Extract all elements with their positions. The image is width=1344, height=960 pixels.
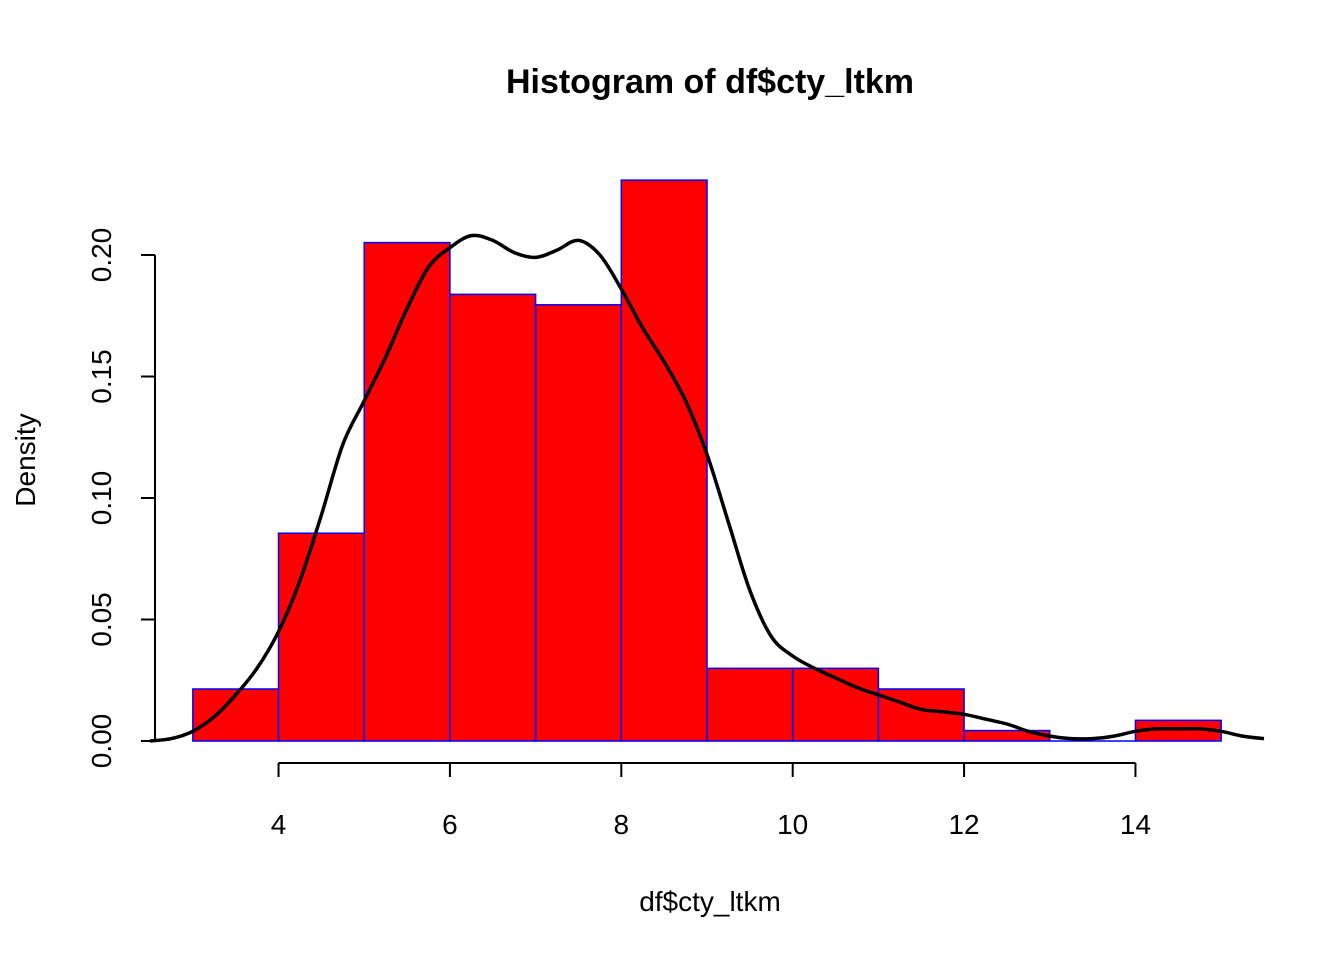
histogram-bar-8 (791, 667, 880, 742)
y-axis-label: Density (10, 413, 41, 506)
chart-title: Histogram of df$cty_ltkm (506, 63, 914, 101)
histogram-bar-1 (192, 688, 280, 742)
histogram-bar-9 (877, 688, 965, 742)
x-tick-label: 14 (1120, 809, 1151, 840)
y-tick-label: 0.20 (86, 228, 117, 283)
histogram-bar-2 (277, 532, 365, 742)
x-axis-label: df$cty_ltkm (639, 886, 781, 917)
x-tick-label: 4 (271, 809, 287, 840)
x-tick-label: 6 (442, 809, 458, 840)
y-axis: 0.00 0.05 0.10 0.15 0.20 (86, 228, 156, 769)
x-tick-label: 8 (614, 809, 630, 840)
y-tick-label: 0.00 (86, 714, 117, 769)
x-axis: 4 6 8 10 12 14 (271, 762, 1151, 840)
y-tick-label: 0.10 (86, 471, 117, 526)
y-tick-label: 0.05 (86, 592, 117, 647)
histogram-bar-7 (706, 667, 794, 742)
y-tick-label: 0.15 (86, 349, 117, 404)
histogram-bar-3 (363, 241, 451, 742)
density-curve (149, 233, 1265, 743)
x-tick-label: 12 (948, 809, 979, 840)
histogram-bar-4 (449, 293, 537, 742)
histogram-bar-5 (534, 304, 623, 742)
x-tick-label: 10 (777, 809, 808, 840)
histogram-bar-6 (620, 179, 708, 742)
histogram-bars (192, 179, 1222, 742)
